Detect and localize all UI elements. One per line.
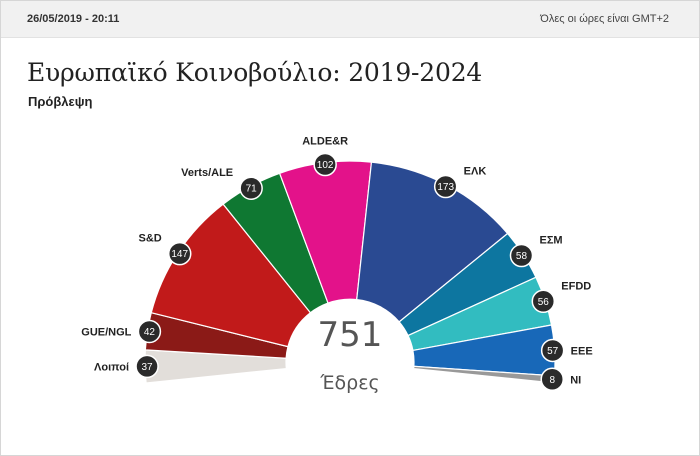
seat-count-s-d: 147 bbox=[171, 249, 188, 260]
seat-badge-εεε bbox=[540, 338, 565, 363]
seat-count-verts-ale: 71 bbox=[246, 184, 258, 195]
seat-count-efdd: 56 bbox=[538, 297, 550, 308]
seat-count-εεε: 57 bbox=[547, 346, 559, 357]
seat-badge-efdd bbox=[531, 289, 556, 314]
seat-badge-alde-r bbox=[313, 152, 337, 177]
total-seats-label: Έδρες bbox=[319, 372, 379, 394]
seat-badge-verts-ale bbox=[239, 176, 263, 200]
timezone-note: Όλες οι ώρες είναι GMT+2 bbox=[540, 13, 669, 25]
page-title: Ευρωπαϊκό Κοινοβούλιο: 2019-2024 bbox=[27, 58, 483, 87]
total-seats: 751 bbox=[318, 315, 383, 355]
seat-count-ελκ: 173 bbox=[437, 182, 454, 193]
timestamp: 26/05/2019 - 20:11 bbox=[27, 13, 120, 25]
seat-badge-λοιποί bbox=[135, 354, 159, 379]
party-label-λοιποί: Λοιποί bbox=[94, 361, 129, 373]
party-label-efdd: EFDD bbox=[561, 280, 591, 292]
party-label-εεε: ΕΕΕ bbox=[571, 345, 593, 357]
seat-badge-ελκ bbox=[433, 174, 458, 199]
seat-count-λοιποί: 37 bbox=[141, 362, 153, 373]
party-label-ni: NI bbox=[570, 374, 581, 386]
seat-segment-s-d[interactable] bbox=[150, 203, 312, 348]
page-subtitle: Πρόβλεψη bbox=[28, 94, 93, 109]
seat-count-gue-ngl: 42 bbox=[144, 327, 156, 338]
party-label-verts-ale: Verts/ALE bbox=[181, 167, 233, 179]
seat-badge-s-d bbox=[167, 241, 192, 266]
party-label-alde-r: ALDE&R bbox=[302, 136, 348, 148]
seat-count-εσμ: 58 bbox=[516, 251, 528, 262]
top-bar: 26/05/2019 - 20:11 Όλες οι ώρες είναι GM… bbox=[1, 1, 699, 38]
seat-segment-ελκ[interactable] bbox=[356, 161, 509, 323]
party-label-s-d: S&D bbox=[138, 233, 161, 245]
party-label-εσμ: ΕΣΜ bbox=[539, 235, 562, 247]
seat-badge-ni bbox=[540, 367, 564, 392]
seat-badge-gue-ngl bbox=[137, 319, 162, 344]
seat-badge-εσμ bbox=[509, 243, 534, 268]
party-label-ελκ: ΕΛΚ bbox=[464, 166, 487, 178]
seat-count-alde-r: 102 bbox=[317, 160, 334, 171]
party-label-gue-ngl: GUE/NGL bbox=[81, 326, 131, 338]
seat-count-ni: 8 bbox=[549, 375, 555, 386]
